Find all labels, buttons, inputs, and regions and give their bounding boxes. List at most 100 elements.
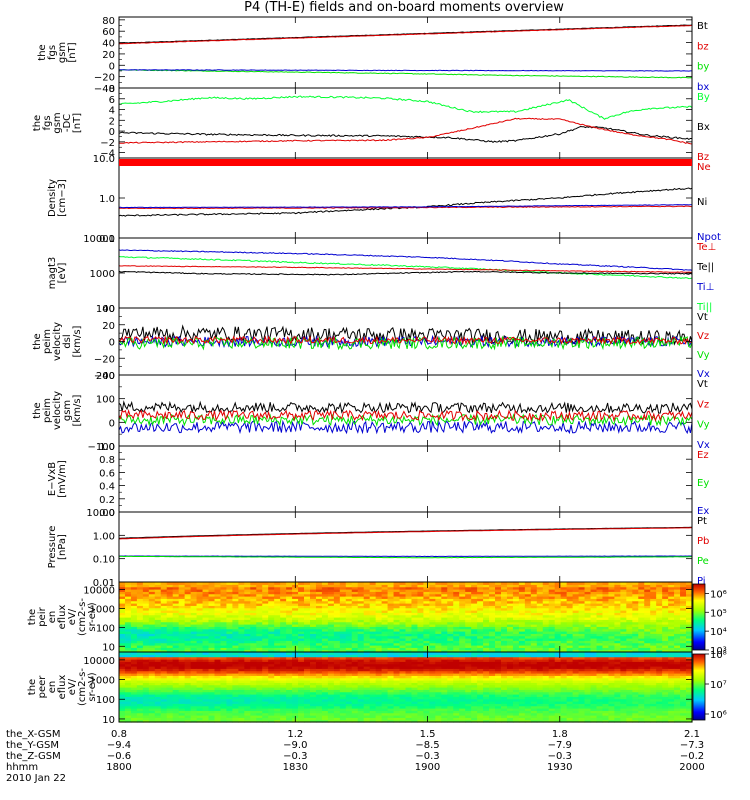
y-tick-label: 1000: [90, 269, 115, 280]
y-label-line: velocity: [52, 322, 63, 361]
colorbar-tick-label: 10⁶: [710, 589, 727, 600]
y-axis-label-peer_en_eflux: the peer en eflux eV/(cm2-s-sr-eV): [27, 668, 98, 706]
spectrogram-peer_en_eflux: [119, 652, 693, 723]
y-label-line: peim: [42, 398, 53, 423]
y-axis-label-peim_velocity_dsl: the peim velocity dsl [km/s]: [32, 322, 83, 361]
y-tick-label: 100: [96, 304, 115, 315]
y-label-line: magt3: [47, 257, 58, 290]
y-label-line: sr-eV): [87, 672, 98, 701]
series-group-fgs_gsm_dc: [118, 95, 693, 145]
legend-label: Vt: [697, 312, 708, 323]
y-label-line: fgs: [47, 45, 58, 60]
series-line-by: [118, 69, 693, 79]
y-label-line: [cm−3]: [57, 179, 68, 217]
y-axis-label-peir_en_eflux: the peir en eflux eV/(cm2-s-sr-eV): [27, 598, 98, 636]
y-label-line: the: [32, 333, 43, 349]
legend-label: Ez: [697, 450, 709, 461]
series-group-fgs_gsm: [118, 24, 693, 79]
y-tick-label: −40: [94, 371, 115, 382]
x-tick-label: −9.4: [107, 740, 131, 751]
colorbar-tick-label: 10³: [710, 646, 727, 657]
y-tick-label: 1000: [90, 676, 115, 687]
x-tick-label: −0.3: [548, 751, 572, 762]
panel-e_vxb: Ez Ey Ex 1.0 0.8 0.6 0.4 0.2 0.0 E−VxB [mV/m]: [47, 442, 709, 519]
series-line-Vx: [118, 419, 693, 435]
legend-label: Npot: [697, 232, 721, 243]
y-axis-label-peim_velocity_gsm: the peim velocity gsm [km/s]: [32, 391, 83, 430]
colorbar-tick-label: 10⁸: [710, 650, 727, 661]
y-tick-label: 0.2: [99, 495, 115, 506]
y-label-line: the: [27, 679, 38, 695]
y-tick-label: 6: [109, 95, 115, 106]
y-label-line: eV/: [67, 608, 78, 625]
x-tick-label: 1900: [415, 762, 440, 773]
y-tick-label: 10000: [83, 586, 115, 597]
y-label-line: peir: [37, 606, 48, 626]
y-axis-label-density: Density [cm−3]: [47, 179, 68, 217]
y-tick-label: 100: [96, 695, 115, 706]
y-label-line: en: [47, 681, 58, 694]
series-line-Npot: [119, 204, 692, 209]
y-label-line: (cm2-s-: [77, 668, 88, 706]
y-label-line: [km/s]: [72, 394, 83, 426]
y-label-line: dsl: [62, 334, 73, 348]
y-tick-label: 10000: [83, 234, 115, 245]
series-line-bx: [118, 69, 692, 72]
legend-label: Vz: [697, 399, 709, 410]
y-tick-label: 0.01: [93, 578, 115, 589]
y-tick-label: 0.4: [99, 482, 115, 493]
y-tick-label: 1.0: [99, 194, 115, 205]
series-line-Vz: [118, 409, 693, 423]
series-line-Vt: [118, 400, 693, 415]
y-axis-peir_en_eflux: 10000 1000 100 10: [83, 586, 692, 653]
y-label-line: eflux: [57, 675, 68, 700]
legend-label: By: [697, 92, 710, 103]
y-axis-label-fgs_gsm_dc: the fgs gsm -DC [nT]: [32, 112, 83, 133]
y-label-line: the: [32, 402, 43, 418]
page-title: P4 (TH-E) fields and on-board moments ov…: [244, 0, 564, 15]
x-tick-label: 2.1: [684, 729, 700, 740]
y-label-line: the: [27, 609, 38, 625]
legend-label: Pb: [697, 536, 709, 547]
y-tick-label: −100: [88, 442, 115, 453]
legend-label: Vx: [697, 369, 710, 380]
y-tick-label: 40: [102, 39, 115, 50]
y-axis-label-fgs_gsm: the fgs gsm [nT]: [37, 42, 78, 63]
panel-density: Ne Ni Npot 10.0 1.0 0.1 Density [cm−3]: [47, 154, 721, 245]
legend-fgs_gsm: Bt bz by bx: [697, 21, 709, 93]
x-tick-label: 1.2: [287, 729, 303, 740]
y-label-line: [mV/m]: [57, 460, 68, 498]
y-label-line: [nT]: [72, 113, 83, 133]
series-line-By: [118, 95, 693, 120]
x-tick-label: 1830: [283, 762, 308, 773]
x-tick-label: −8.5: [415, 740, 439, 751]
legend-peim_velocity_dsl: Vt Vz Vy Vx: [697, 312, 710, 380]
x-row-name: the_Y-GSM: [6, 740, 59, 751]
panel-mag_temp: Te⊥ Te|| Ti⊥ Ti|| 10000 1000 100 magt3 [eV]: [47, 234, 716, 315]
panel-peim_velocity_gsm: Vt Vz Vy Vx 200 100 0 −100 the peim velocity gsm [km…: [32, 371, 710, 453]
y-tick-label: 0: [109, 61, 115, 72]
series-line-Ti||: [118, 255, 693, 280]
colorbar-tick-label: 10⁵: [710, 608, 727, 619]
y-tick-label: 0.6: [99, 468, 115, 479]
legend-label: by: [697, 62, 709, 73]
series-line-bz: [118, 24, 693, 45]
y-label-line: fgs: [42, 115, 53, 130]
y-label-line: en: [47, 611, 58, 624]
y-tick-label: −20: [94, 354, 115, 365]
legend-label: Vy: [697, 420, 710, 431]
y-tick-label: −40: [94, 84, 115, 95]
legend-label: Ex: [697, 506, 709, 517]
date-label: 2010 Jan 22: [6, 773, 66, 784]
x-tick-label: 1930: [547, 762, 572, 773]
y-tick-label: 8: [109, 84, 115, 95]
legend-label: Ti⊥: [696, 282, 714, 293]
y-axis-pressure: 10.00 1.00 0.10 0.01: [86, 508, 692, 589]
legend-label: bz: [697, 41, 709, 52]
y-tick-label: 2: [109, 116, 115, 127]
